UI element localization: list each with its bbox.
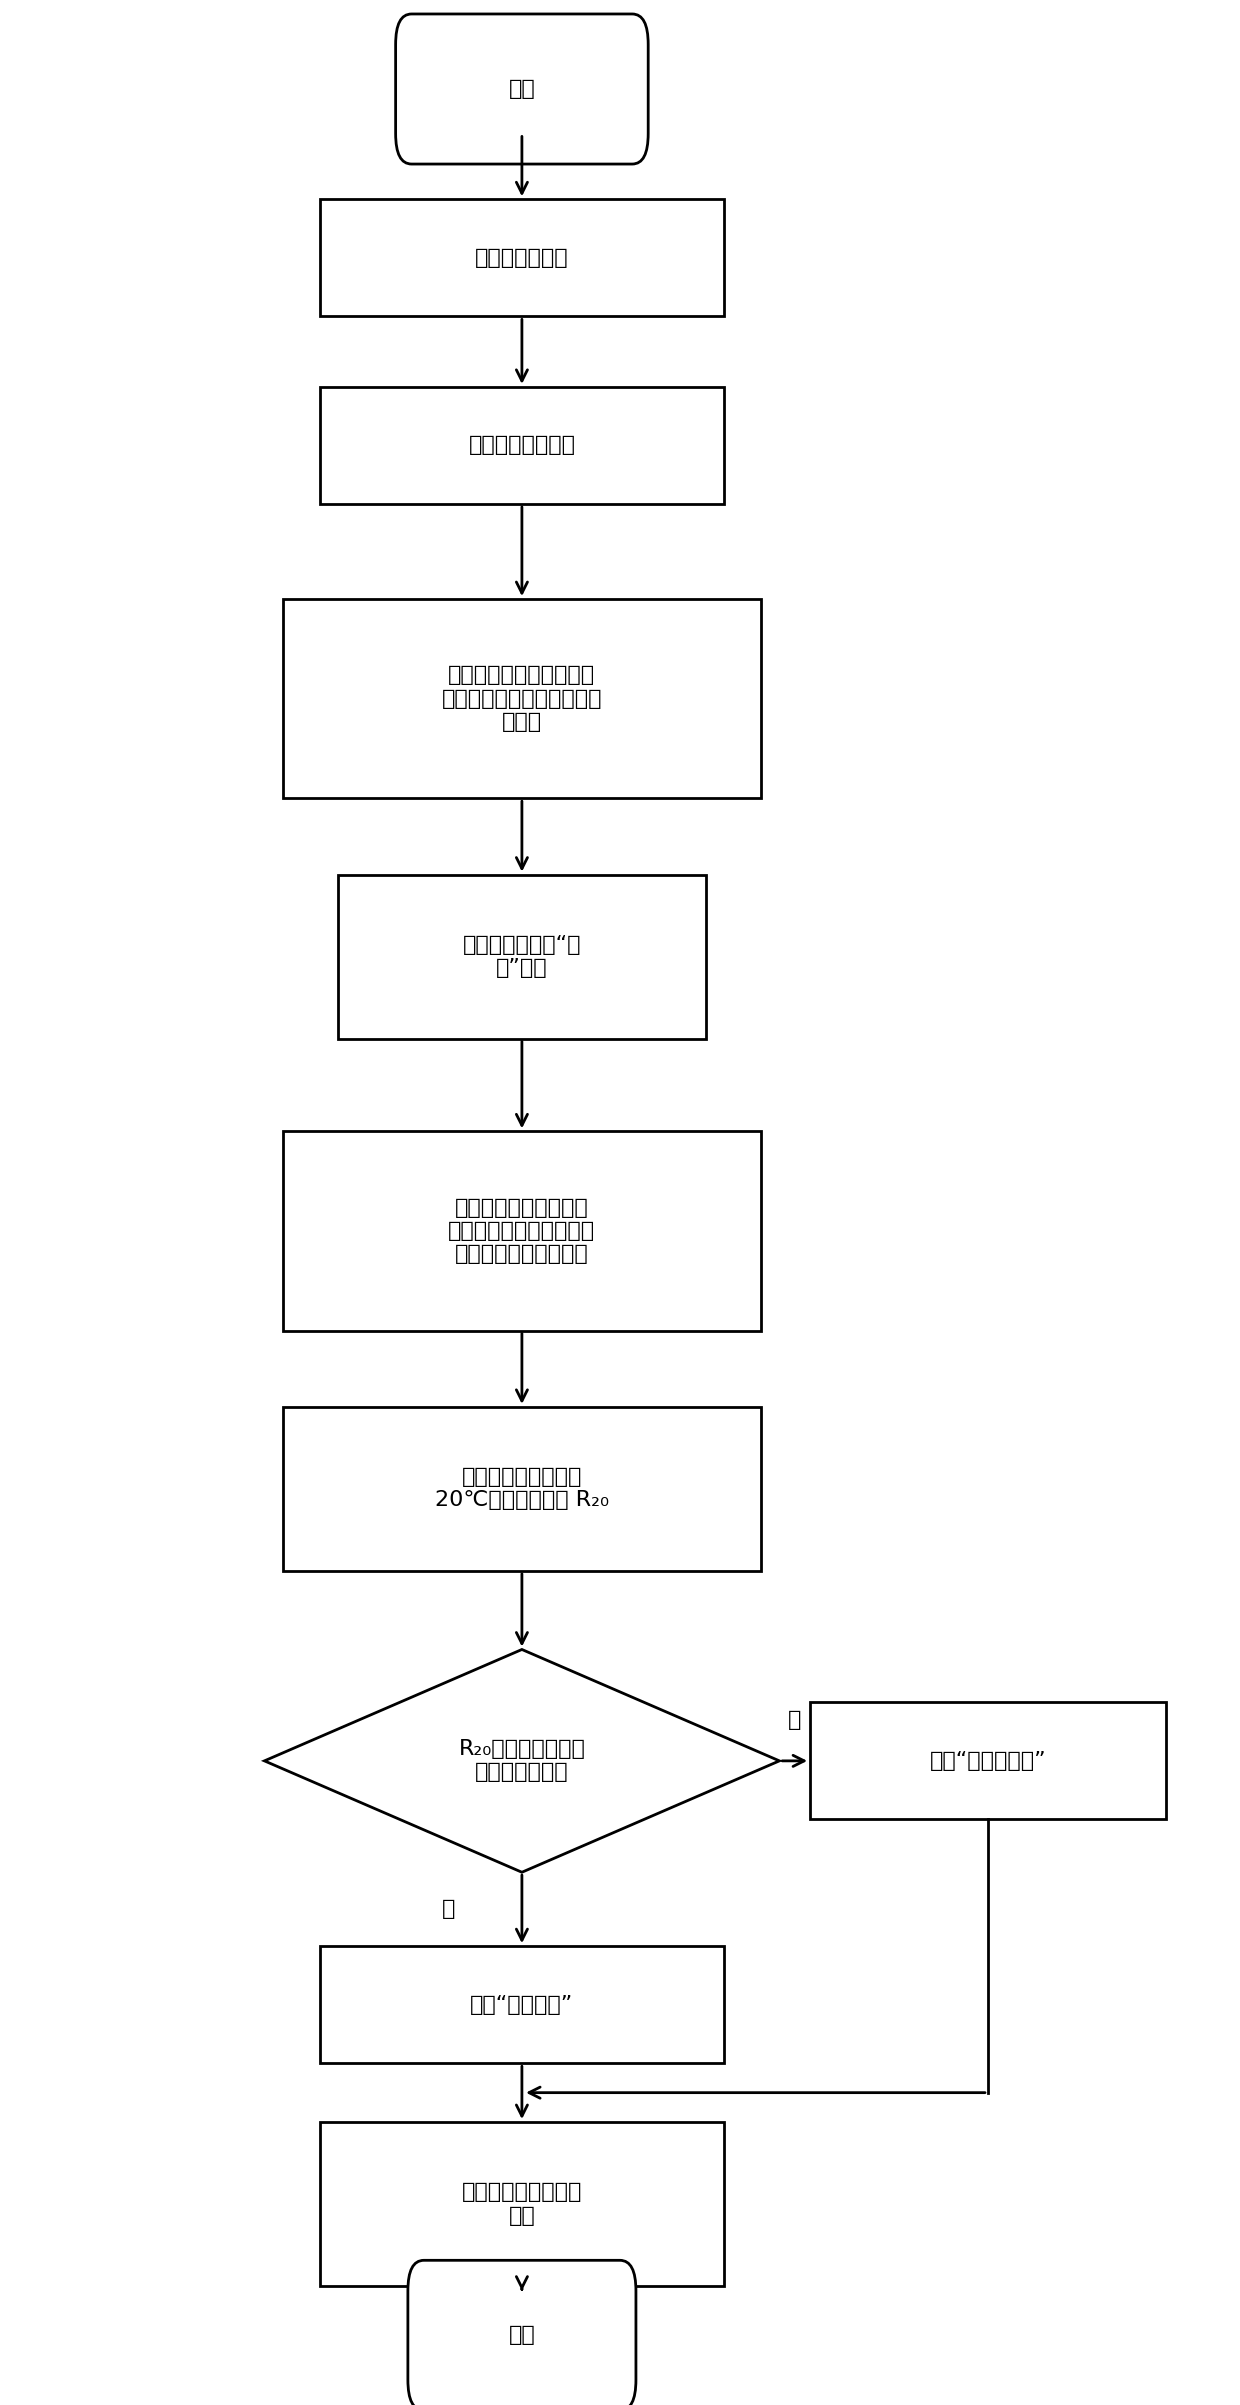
Text: R₂₀是否在设置的电
阻标准范围内？: R₂₀是否在设置的电 阻标准范围内？ xyxy=(459,1739,585,1782)
Text: 否: 否 xyxy=(789,1710,801,1729)
Text: 上位计算机获取电阻测
试仪采集的电阻值和红外
测温探头采集的温度值: 上位计算机获取电阻测 试仪采集的电阻值和红外 测温探头采集的温度值 xyxy=(449,1198,595,1265)
FancyBboxPatch shape xyxy=(320,387,724,505)
FancyBboxPatch shape xyxy=(283,1407,761,1570)
Text: 结束: 结束 xyxy=(508,2326,536,2345)
Text: 显示“测试合格”: 显示“测试合格” xyxy=(470,1994,574,2015)
FancyBboxPatch shape xyxy=(320,2121,724,2287)
FancyBboxPatch shape xyxy=(810,1703,1166,1821)
Text: 输入待测线圈品号: 输入待测线圈品号 xyxy=(469,435,575,455)
Text: 开始: 开始 xyxy=(508,79,536,99)
Text: 启动上位计算机: 启动上位计算机 xyxy=(475,248,569,267)
Text: 是: 是 xyxy=(441,1900,455,1919)
Text: 点击上位计算机“检
测”按钮: 点击上位计算机“检 测”按钮 xyxy=(463,936,582,979)
FancyBboxPatch shape xyxy=(339,875,706,1039)
Polygon shape xyxy=(264,1650,780,1871)
FancyBboxPatch shape xyxy=(408,2261,636,2405)
Text: 显示“测试不合格”: 显示“测试不合格” xyxy=(930,1751,1047,1770)
Text: 上位计算机根据输入品号
弹出该待测线圈的电阻标准
范围值: 上位计算机根据输入品号 弹出该待测线圈的电阻标准 范围值 xyxy=(441,666,603,731)
Text: 保存测试数据及测试
结果: 保存测试数据及测试 结果 xyxy=(461,2181,582,2225)
FancyBboxPatch shape xyxy=(320,200,724,317)
FancyBboxPatch shape xyxy=(396,14,649,164)
Text: 进行温度校准，得出
20℃对应的电阻值 R₂₀: 进行温度校准，得出 20℃对应的电阻值 R₂₀ xyxy=(435,1467,609,1510)
FancyBboxPatch shape xyxy=(283,1130,761,1330)
FancyBboxPatch shape xyxy=(283,599,761,798)
FancyBboxPatch shape xyxy=(320,1946,724,2063)
